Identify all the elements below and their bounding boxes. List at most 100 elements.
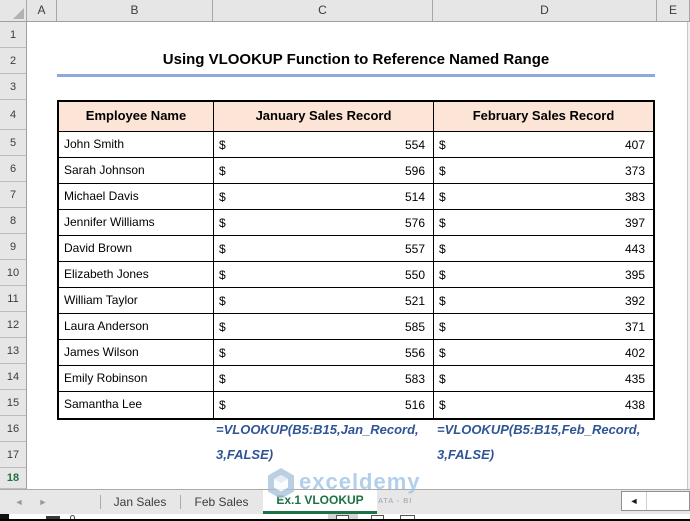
feb-sales-cell[interactable]: $435	[434, 366, 653, 392]
jan-sales-cell[interactable]: $514	[214, 184, 434, 210]
currency-symbol: $	[439, 345, 446, 360]
tab-nav-next-icon[interactable]: ►	[38, 497, 48, 507]
employee-name-cell[interactable]: Sarah Johnson	[59, 158, 214, 184]
column-header-b[interactable]: B	[57, 0, 213, 21]
row-header-17[interactable]: 17	[0, 442, 26, 468]
header-employee-name[interactable]: Employee Name	[59, 102, 214, 132]
select-all-corner[interactable]	[0, 0, 27, 21]
sheet-tab-ex-1-vlookup[interactable]: Ex.1 VLOOKUP	[263, 490, 377, 515]
currency-symbol: $	[439, 215, 446, 230]
row-header-16[interactable]: 16	[0, 416, 26, 442]
row-header-6[interactable]: 6	[0, 156, 26, 182]
horizontal-scroll-track[interactable]	[647, 492, 689, 510]
jan-sales-cell[interactable]: $557	[214, 236, 434, 262]
jan-sales-cell[interactable]: $596	[214, 158, 434, 184]
employee-name-cell[interactable]: Elizabeth Jones	[59, 262, 214, 288]
jan-sales-cell[interactable]: $521	[214, 288, 434, 314]
employee-name-cell[interactable]: John Smith	[59, 132, 214, 158]
column-header-d[interactable]: D	[433, 0, 657, 21]
feb-sales-cell[interactable]: $443	[434, 236, 653, 262]
feb-sales-cell[interactable]: $371	[434, 314, 653, 340]
currency-symbol: $	[439, 293, 446, 308]
row-header-14[interactable]: 14	[0, 364, 26, 390]
horizontal-scrollbar[interactable]: ◄	[621, 491, 690, 511]
employee-name-cell[interactable]: David Brown	[59, 236, 214, 262]
currency-symbol: $	[439, 163, 446, 178]
row-header-15[interactable]: 15	[0, 390, 26, 416]
row-header-3[interactable]: 3	[0, 74, 26, 100]
employee-name-cell[interactable]: William Taylor	[59, 288, 214, 314]
feb-sales-cell[interactable]: $438	[434, 392, 653, 418]
feb-sales-cell[interactable]: $392	[434, 288, 653, 314]
jan-sales-cell[interactable]: $585	[214, 314, 434, 340]
row-header-7[interactable]: 7	[0, 182, 26, 208]
row-header-2[interactable]: 2	[0, 48, 26, 74]
jan-sales-cell[interactable]: $583	[214, 366, 434, 392]
header-january-sales[interactable]: January Sales Record	[214, 102, 434, 132]
row-header-1[interactable]: 1	[0, 22, 26, 48]
currency-symbol: $	[219, 241, 226, 256]
feb-sales-value: 435	[624, 371, 645, 386]
jan-sales-value: 583	[404, 371, 425, 386]
view-page-break-icon[interactable]	[400, 515, 415, 521]
jan-sales-cell[interactable]: $576	[214, 210, 434, 236]
jan-sales-value: 514	[404, 189, 425, 204]
accessibility-icon[interactable]	[70, 515, 75, 521]
jan-sales-value: 585	[404, 319, 425, 334]
currency-symbol: $	[439, 319, 446, 334]
column-header-c[interactable]: C	[213, 0, 433, 21]
feb-sales-cell[interactable]: $373	[434, 158, 653, 184]
row-header-18[interactable]: 18	[0, 468, 26, 489]
jan-sales-cell[interactable]: $554	[214, 132, 434, 158]
vertical-scrollbar-edge[interactable]	[687, 22, 690, 489]
feb-sales-value: 443	[624, 241, 645, 256]
scroll-left-icon[interactable]: ◄	[622, 492, 647, 510]
employee-name-cell[interactable]: James Wilson	[59, 340, 214, 366]
column-header-a[interactable]: A	[27, 0, 57, 21]
feb-vlookup-formula[interactable]: =VLOOKUP(B5:B15,Feb_Record, 3,FALSE)	[437, 417, 653, 467]
currency-symbol: $	[219, 215, 226, 230]
jan-sales-cell[interactable]: $516	[214, 392, 434, 418]
row-header-10[interactable]: 10	[0, 260, 26, 286]
table-header-row: Employee Name January Sales Record Febru…	[59, 102, 653, 132]
employee-name-cell[interactable]: Michael Davis	[59, 184, 214, 210]
sheet-title-cell[interactable]: Using VLOOKUP Function to Reference Name…	[57, 45, 655, 77]
header-february-sales[interactable]: February Sales Record	[434, 102, 653, 132]
employee-name-cell[interactable]: Laura Anderson	[59, 314, 214, 340]
sheet-tab-feb-sales[interactable]: Feb Sales	[194, 495, 249, 509]
feb-sales-cell[interactable]: $383	[434, 184, 653, 210]
row-header-13[interactable]: 13	[0, 338, 26, 364]
feb-sales-cell[interactable]: $395	[434, 262, 653, 288]
jan-vlookup-formula[interactable]: =VLOOKUP(B5:B15,Jan_Record, 3,FALSE)	[216, 417, 432, 467]
feb-sales-cell[interactable]: $407	[434, 132, 653, 158]
row-header-9[interactable]: 9	[0, 234, 26, 260]
view-page-layout-icon[interactable]	[371, 515, 384, 521]
sheet-tab-jan-sales[interactable]: Jan Sales	[113, 495, 167, 509]
row-header-12[interactable]: 12	[0, 312, 26, 338]
row-header-5[interactable]: 5	[0, 130, 26, 156]
row-header-4[interactable]: 4	[0, 100, 26, 130]
jan-formula-line-1: =VLOOKUP(B5:B15,Jan_Record,	[216, 422, 419, 437]
table-row: Jennifer Williams $576 $397	[59, 210, 653, 236]
employee-name-cell[interactable]: Samantha Lee	[59, 392, 214, 418]
jan-sales-cell[interactable]: $556	[214, 340, 434, 366]
employee-name-cell[interactable]: Jennifer Williams	[59, 210, 214, 236]
feb-sales-value: 438	[624, 398, 645, 412]
row-header-8[interactable]: 8	[0, 208, 26, 234]
column-header-e[interactable]: E	[657, 0, 690, 21]
jan-sales-cell[interactable]: $550	[214, 262, 434, 288]
currency-symbol: $	[439, 137, 446, 152]
employee-name-cell[interactable]: Emily Robinson	[59, 366, 214, 392]
view-normal-icon[interactable]	[336, 515, 349, 521]
table-row: Elizabeth Jones $550 $395	[59, 262, 653, 288]
jan-sales-value: 576	[404, 215, 425, 230]
row-header-11[interactable]: 11	[0, 286, 26, 312]
tab-nav-prev-icon[interactable]: ◄	[14, 497, 24, 507]
sales-table: Employee Name January Sales Record Febru…	[57, 100, 655, 420]
feb-sales-cell[interactable]: $397	[434, 210, 653, 236]
currency-symbol: $	[439, 398, 446, 412]
macro-record-icon[interactable]	[46, 516, 60, 521]
currency-symbol: $	[219, 398, 226, 412]
feb-sales-cell[interactable]: $402	[434, 340, 653, 366]
